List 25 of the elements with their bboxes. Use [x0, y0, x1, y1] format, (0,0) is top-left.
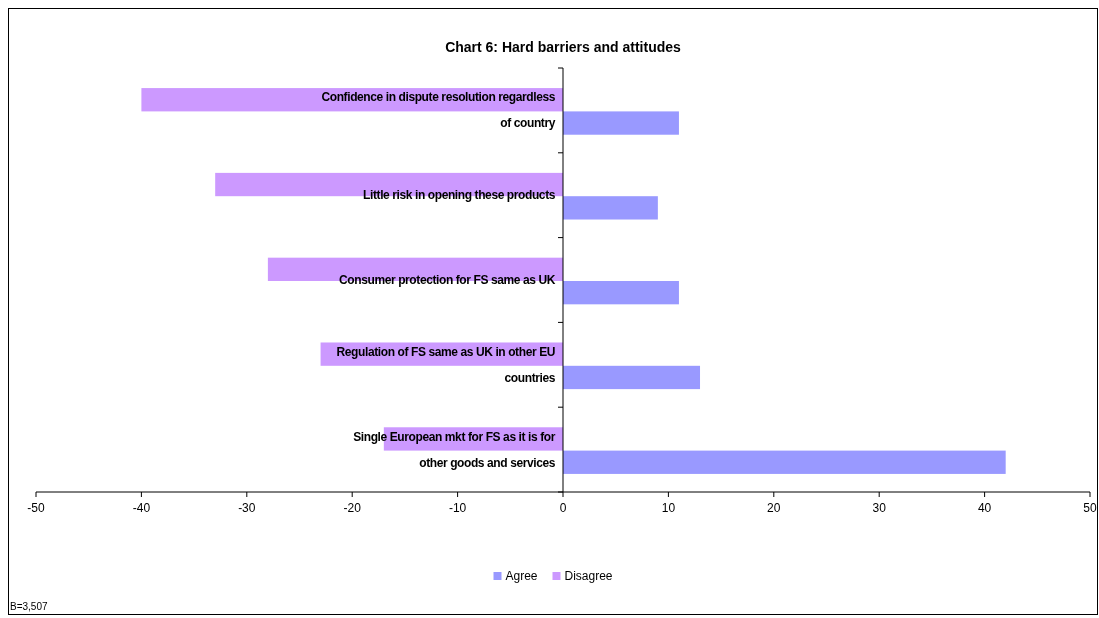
y-tick-label: Confidence in dispute resolution regardless of country — [321, 90, 556, 131]
y-tick-label: Consumer protection for FS same as UK — [339, 273, 556, 287]
bar — [563, 365, 701, 390]
bar — [563, 111, 679, 135]
bar — [563, 281, 679, 305]
y-tick-label: Little risk in opening these products — [363, 188, 556, 203]
x-tick-label: -40 — [132, 501, 151, 515]
x-tick-label: 40 — [977, 501, 992, 515]
chart-title: Chart 6: Hard barriers and attitudes — [445, 39, 682, 55]
x-tick-label: 0 — [559, 501, 567, 515]
bar — [563, 196, 658, 220]
x-tick-label: -30 — [238, 501, 256, 515]
x-tick-label: 30 — [872, 501, 887, 515]
x-tick-label: -50 — [27, 501, 45, 515]
x-tick-label: -20 — [343, 501, 362, 515]
legend-label: Disagree — [564, 569, 613, 583]
x-tick-label: 20 — [767, 501, 781, 515]
x-tick-label: 50 — [1083, 501, 1097, 515]
bar — [563, 450, 1006, 474]
y-tick-label: Regulation of FS same as UK in other EU countries — [336, 344, 556, 385]
legend-label: Agree — [505, 569, 538, 583]
x-tick-label: 10 — [661, 501, 676, 515]
text: B=3,507 — [10, 601, 48, 612]
x-tick-label: -10 — [448, 501, 467, 515]
y-tick-label: Single European mkt for FS as it is for other goods and services — [353, 429, 556, 470]
